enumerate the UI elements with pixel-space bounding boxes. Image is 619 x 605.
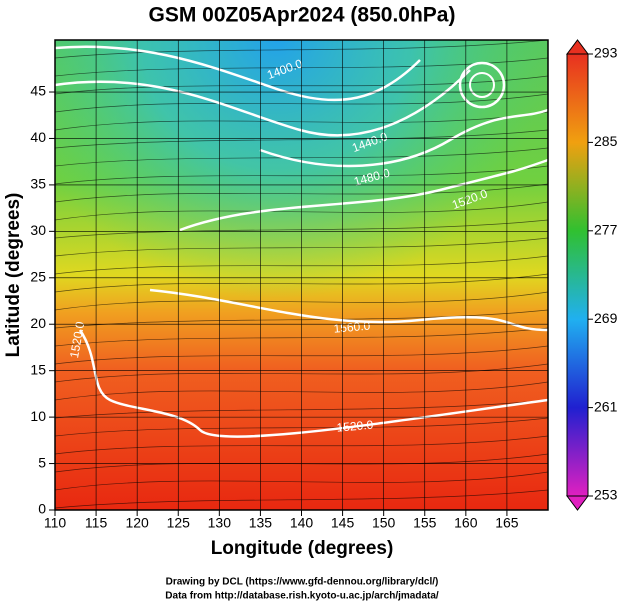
streamline <box>54 93 549 113</box>
y-tick-label: 30 <box>30 222 46 238</box>
x-tick-label: 120 <box>125 515 149 531</box>
streamline <box>54 327 549 347</box>
y-tick-label: 45 <box>30 83 46 99</box>
streamline <box>54 435 549 455</box>
x-tick-label: 145 <box>331 515 355 531</box>
streamline <box>54 381 549 401</box>
streamline <box>54 291 549 311</box>
y-tick-label: 15 <box>30 361 46 377</box>
colorbar-tick-label: 277 <box>594 222 618 238</box>
streamline <box>54 471 549 491</box>
colorbar-tick-label: 285 <box>594 133 618 149</box>
y-tick-label: 35 <box>30 176 46 192</box>
streamline <box>54 273 549 293</box>
contour <box>54 45 421 102</box>
y-tick-label: 40 <box>30 129 46 145</box>
x-tick-label: 160 <box>454 515 478 531</box>
colorbar <box>566 53 589 497</box>
y-tick-label: 10 <box>30 408 46 424</box>
streamline <box>54 147 549 167</box>
x-tick-label: 110 <box>44 515 67 531</box>
contour <box>179 158 549 232</box>
contour <box>78 329 549 438</box>
streamline <box>54 129 549 149</box>
colorbar-tick-label: 253 <box>594 487 618 503</box>
streamline <box>54 183 549 203</box>
y-tick-label: 20 <box>30 315 46 331</box>
footer: Data from http://database.rish.kyoto-u.a… <box>165 591 439 602</box>
y-axis-label: Latitude (degrees) <box>3 193 24 358</box>
x-tick-label: 165 <box>495 515 519 531</box>
streamline <box>54 237 549 257</box>
contour <box>469 72 495 98</box>
colorbar-tick-label: 261 <box>594 398 618 414</box>
streamline <box>54 309 549 329</box>
colorbar-extend <box>566 495 589 511</box>
x-tick-label: 140 <box>290 515 314 531</box>
contour-label: 1520.0 <box>67 320 87 359</box>
streamline <box>54 75 549 95</box>
colorbar-tick-label: 269 <box>594 310 618 326</box>
streamline <box>54 417 549 437</box>
contour <box>259 108 549 168</box>
x-tick-label: 135 <box>249 515 273 531</box>
chart-title: GSM 00Z05Apr2024 (850.0hPa) <box>149 4 456 27</box>
x-tick-label: 130 <box>208 515 232 531</box>
x-axis-label: Longitude (degrees) <box>211 538 394 559</box>
y-tick-label: 0 <box>38 501 46 517</box>
contour <box>54 69 471 137</box>
streamline <box>54 399 549 419</box>
streamline <box>54 345 549 365</box>
x-tick-label: 150 <box>372 515 396 531</box>
x-tick-label: 115 <box>85 515 108 531</box>
streamline <box>54 39 549 59</box>
x-tick-label: 125 <box>167 515 191 531</box>
streamline <box>54 219 549 239</box>
streamline <box>54 165 549 185</box>
y-tick-label: 25 <box>30 268 46 284</box>
contour <box>458 61 506 109</box>
streamline <box>54 201 549 221</box>
y-tick-label: 5 <box>38 454 46 470</box>
plot-frame <box>54 39 549 511</box>
streamline <box>54 111 549 131</box>
streamline <box>54 255 549 275</box>
streamline <box>54 489 549 509</box>
x-tick-label: 155 <box>413 515 437 531</box>
colorbar-extend <box>566 39 589 55</box>
contour <box>149 288 549 332</box>
colorbar-tick-label: 293 <box>594 45 618 61</box>
contour-label: 1520.0 <box>336 418 374 435</box>
footer: Drawing by DCL (https://www.gfd-dennou.o… <box>166 577 439 588</box>
